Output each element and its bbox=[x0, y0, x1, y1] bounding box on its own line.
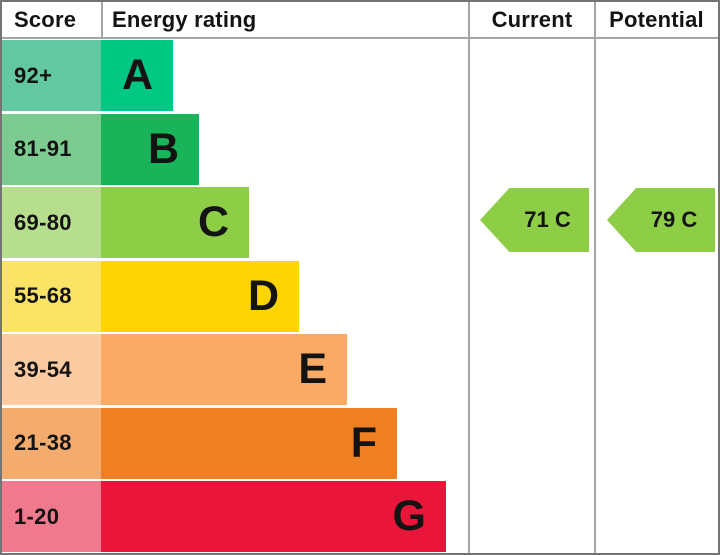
rating-letter: D bbox=[247, 271, 279, 320]
potential-rating-arrow: 79 C bbox=[607, 188, 715, 252]
score-range: 81-91 bbox=[2, 113, 101, 185]
rating-letter: A bbox=[121, 51, 153, 99]
rating-bar: D bbox=[101, 260, 299, 332]
score-column-divider bbox=[101, 2, 103, 37]
rating-letter: G bbox=[392, 492, 426, 540]
potential-column-divider bbox=[594, 2, 596, 553]
rating-bands: 92+ A 81-91 B 69-80 C 55-68 D 39-54 bbox=[2, 40, 468, 552]
potential-rating-value: 79 C bbox=[650, 207, 698, 232]
current-rating-arrow: 71 C bbox=[480, 188, 589, 252]
rating-row-f: 21-38 F bbox=[2, 407, 468, 479]
score-range: 55-68 bbox=[2, 260, 101, 332]
rating-letter: B bbox=[147, 124, 179, 173]
rating-bar: E bbox=[101, 334, 347, 405]
rating-row-a: 92+ A bbox=[2, 40, 468, 111]
rating-bar: C bbox=[101, 187, 249, 258]
potential-column-header: Potential bbox=[609, 7, 704, 32]
current-column-divider bbox=[468, 2, 470, 553]
rating-bar: A bbox=[101, 40, 173, 111]
rating-bar: G bbox=[101, 481, 446, 552]
rating-row-g: 1-20 G bbox=[2, 481, 468, 552]
score-column-header: Score bbox=[14, 7, 77, 32]
rating-row-c: 69-80 C bbox=[2, 187, 468, 258]
score-range: 1-20 bbox=[2, 481, 101, 552]
rating-row-e: 39-54 E bbox=[2, 334, 468, 405]
header-divider-line bbox=[2, 37, 718, 39]
rating-row-d: 55-68 D bbox=[2, 260, 468, 332]
score-range: 92+ bbox=[2, 40, 101, 111]
rating-bar: F bbox=[101, 407, 397, 479]
rating-letter: F bbox=[350, 418, 377, 467]
rating-row-b: 81-91 B bbox=[2, 113, 468, 185]
rating-bar: B bbox=[101, 113, 199, 185]
score-range: 21-38 bbox=[2, 407, 101, 479]
score-range: 39-54 bbox=[2, 334, 101, 405]
current-rating-value: 71 C bbox=[524, 207, 571, 232]
score-range: 69-80 bbox=[2, 187, 101, 258]
energy-rating-column-header: Energy rating bbox=[112, 7, 257, 32]
rating-letter: C bbox=[197, 198, 229, 246]
rating-letter: E bbox=[298, 345, 327, 393]
current-column-header: Current bbox=[491, 7, 573, 32]
